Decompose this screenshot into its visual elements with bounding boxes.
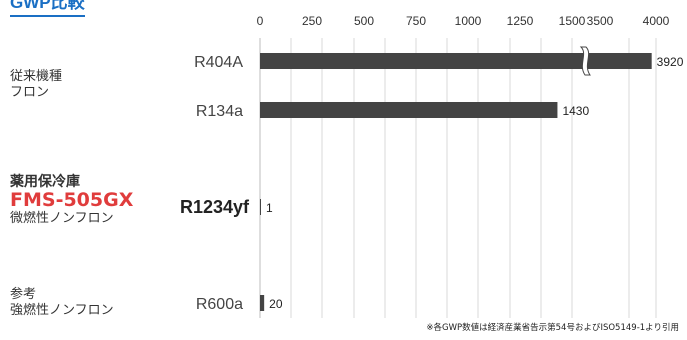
bar-r404a xyxy=(260,53,652,69)
category-labels: R404A R134a R1234yf R600a xyxy=(180,54,250,313)
group-label-conventional: 従来機種 フロン xyxy=(10,69,62,101)
group-conventional-line1: 従来機種 xyxy=(10,69,63,84)
bar-r600a xyxy=(260,295,265,311)
value-label-r134a: 1430 xyxy=(562,104,589,118)
bar-r1234yf xyxy=(260,199,261,215)
x-tick-label: 1250 xyxy=(507,14,534,28)
bar-r134a xyxy=(260,102,558,118)
x-tick-label: 250 xyxy=(302,14,322,28)
x-tick-label: 750 xyxy=(406,14,426,28)
product-model: FMS-505GX xyxy=(10,189,134,211)
x-tick-label: 0 xyxy=(257,14,264,28)
x-tick-label: 1500 xyxy=(559,14,586,28)
grid-lines xyxy=(259,38,657,318)
category-label-r134a: R134a xyxy=(196,103,243,120)
chart-title: GWP比較 xyxy=(10,0,85,17)
value-label-r1234yf: 1 xyxy=(266,201,273,215)
x-tick-labels: 0 250 500 750 1000 1250 1500 3500 4000 xyxy=(257,14,670,28)
group-reference-line1: 参考 xyxy=(10,287,37,302)
x-tick-label: 500 xyxy=(354,14,374,28)
group-label-product: 薬用保冷庫 FMS-505GX 微燃性ノンフロン xyxy=(10,174,133,227)
group-product-line1: 薬用保冷庫 xyxy=(10,174,80,190)
category-label-r404a: R404A xyxy=(194,54,243,71)
group-reference-line2: 強燃性ノンフロン xyxy=(10,303,114,318)
group-product-line3: 微燃性ノンフロン xyxy=(10,211,114,226)
category-label-r600a: R600a xyxy=(196,296,243,313)
group-label-reference: 参考 強燃性ノンフロン xyxy=(10,287,114,319)
x-tick-label: 3500 xyxy=(587,14,614,28)
footnote: ※各GWP数値は経済産業省告示第54号およびISO5149-1より引用 xyxy=(426,323,679,333)
bars xyxy=(260,53,652,311)
group-conventional-line2: フロン xyxy=(10,85,50,100)
x-tick-label: 4000 xyxy=(643,14,670,28)
category-label-r1234yf: R1234yf xyxy=(180,197,250,217)
value-labels: 3920 1430 1 20 xyxy=(266,55,684,311)
value-label-r600a: 20 xyxy=(269,297,283,311)
value-label-r404a: 3920 xyxy=(657,55,684,69)
axis-break-symbol xyxy=(579,46,591,76)
x-tick-label: 1000 xyxy=(455,14,482,28)
axis-break-mark xyxy=(579,46,591,76)
